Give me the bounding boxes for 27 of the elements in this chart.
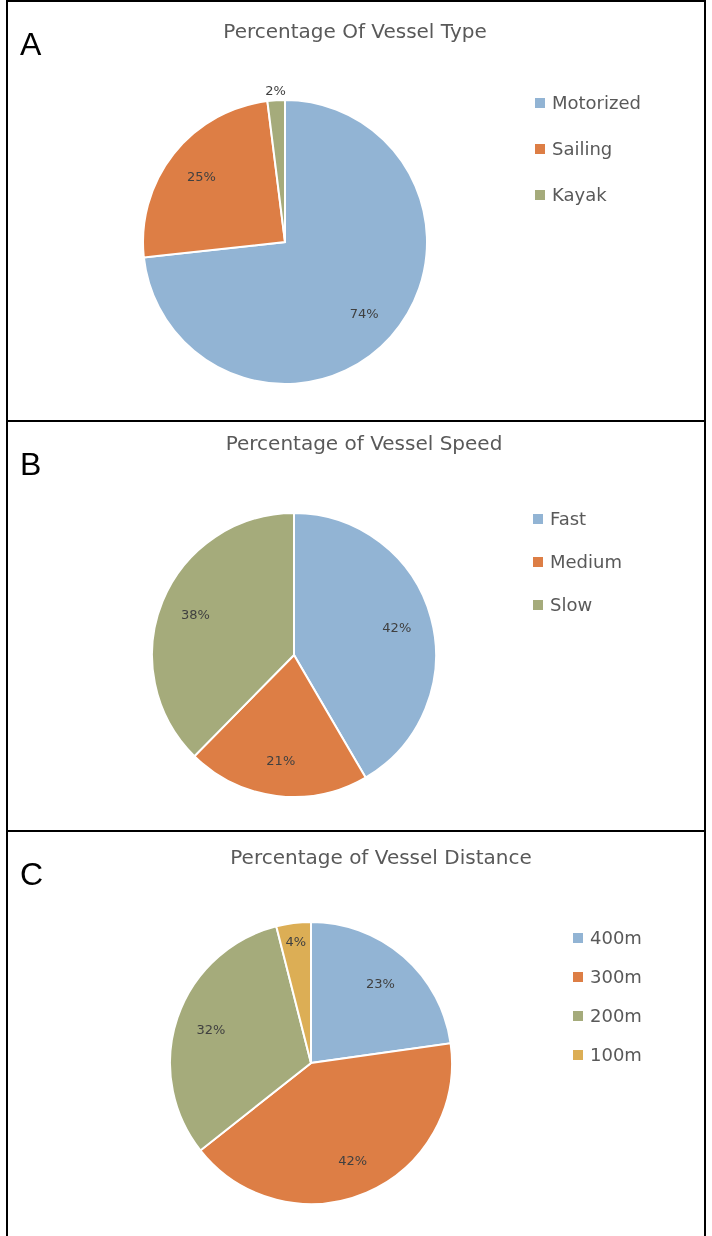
legend-label: 400m (590, 927, 642, 949)
data-label: 42% (382, 619, 412, 635)
pie-slice (142, 99, 428, 385)
text: A (20, 26, 42, 62)
legend-label: Kayak (552, 184, 608, 206)
text: B (20, 446, 42, 482)
chart-title: Percentage of Vessel Distance (230, 845, 532, 869)
legend-label: Slow (550, 594, 593, 616)
legend-label: 300m (590, 966, 642, 988)
data-label: 23% (365, 975, 395, 991)
legend-label: Medium (550, 551, 622, 573)
data-label: 21% (266, 753, 296, 769)
data-label: 38% (181, 607, 210, 623)
legend-label: Motorized (552, 92, 641, 114)
data-label: 74% (349, 305, 379, 321)
text: C (20, 856, 44, 892)
legend-label: Sailing (552, 138, 613, 160)
chart-title: Percentage Of Vessel Type (223, 19, 487, 43)
data-label: 25% (186, 168, 216, 184)
data-label: 32% (196, 1021, 226, 1037)
chart-title: Percentage of Vessel Speed (225, 431, 503, 455)
legend-label: 200m (590, 1005, 642, 1027)
legend-label: 100m (590, 1044, 642, 1066)
legend-label: Fast (550, 508, 587, 530)
data-label: 4% (285, 933, 307, 949)
data-label: 42% (338, 1152, 368, 1168)
data-label: 2% (265, 82, 286, 98)
